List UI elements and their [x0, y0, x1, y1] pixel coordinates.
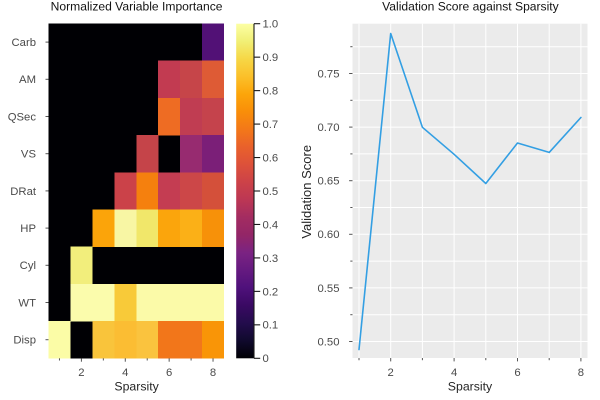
svg-text:HP: HP	[20, 223, 36, 235]
svg-text:1.0: 1.0	[263, 19, 279, 31]
svg-text:0.8: 0.8	[263, 86, 279, 98]
svg-text:2: 2	[78, 367, 84, 379]
svg-text:2: 2	[388, 367, 394, 379]
svg-text:Validation Score against Spars: Validation Score against Sparsity	[382, 0, 560, 14]
svg-text:Validation Score: Validation Score	[299, 145, 314, 239]
svg-text:QSec: QSec	[8, 111, 37, 123]
svg-text:Disp: Disp	[13, 335, 36, 347]
svg-text:0.7: 0.7	[263, 119, 279, 131]
svg-text:8: 8	[210, 367, 216, 379]
svg-text:0.50: 0.50	[318, 336, 340, 348]
svg-text:6: 6	[166, 367, 172, 379]
svg-text:0.2: 0.2	[263, 286, 279, 298]
svg-text:4: 4	[451, 367, 457, 379]
svg-text:6: 6	[514, 367, 520, 379]
svg-text:WT: WT	[18, 297, 36, 309]
svg-text:Normalized Variable Importance: Normalized Variable Importance	[51, 0, 223, 14]
svg-text:0.65: 0.65	[318, 176, 340, 188]
svg-text:4: 4	[122, 367, 128, 379]
svg-text:0.60: 0.60	[318, 229, 340, 241]
svg-text:0.9: 0.9	[263, 52, 279, 64]
svg-text:0.75: 0.75	[318, 68, 340, 80]
svg-text:Sparsity: Sparsity	[448, 380, 493, 394]
svg-text:0: 0	[263, 353, 269, 365]
svg-text:VS: VS	[21, 149, 37, 161]
svg-text:0.3: 0.3	[263, 253, 279, 265]
svg-text:0.55: 0.55	[318, 283, 340, 295]
svg-text:0.4: 0.4	[263, 219, 279, 231]
svg-text:8: 8	[578, 367, 584, 379]
svg-text:0.6: 0.6	[263, 152, 279, 164]
svg-text:0.5: 0.5	[263, 186, 279, 198]
svg-text:Sparsity: Sparsity	[114, 380, 159, 394]
svg-text:Carb: Carb	[12, 37, 37, 49]
svg-text:Cyl: Cyl	[20, 260, 36, 272]
svg-text:0.1: 0.1	[263, 320, 279, 332]
svg-text:0.70: 0.70	[318, 122, 340, 134]
svg-text:DRat: DRat	[10, 186, 37, 198]
svg-text:AM: AM	[19, 74, 36, 86]
